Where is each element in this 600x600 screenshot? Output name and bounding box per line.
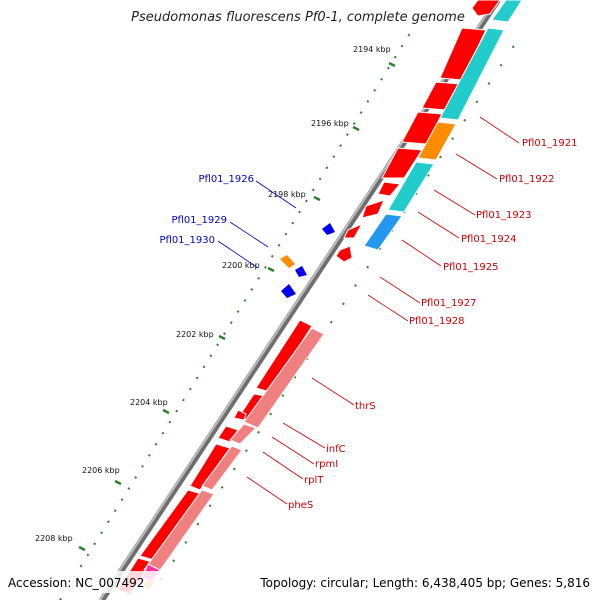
cds-gene[interactable] xyxy=(233,409,247,421)
cog-gene[interactable] xyxy=(387,161,435,213)
tick-label: 2194 kbp xyxy=(353,45,391,54)
rna-gene[interactable] xyxy=(229,423,257,445)
cds-gene[interactable] xyxy=(361,199,385,219)
gene-label[interactable]: Pfl01_1927 xyxy=(421,298,477,309)
gene-label[interactable]: Pfl01_1928 xyxy=(409,316,465,327)
cog-track xyxy=(363,0,523,251)
cds-gene[interactable] xyxy=(377,181,401,197)
inner-gene-labels: Pfl01_1921 Pfl01_1922 Pfl01_1923 Pfl01_1… xyxy=(288,138,578,511)
gene-label[interactable]: rplT xyxy=(304,475,324,486)
cds-gene[interactable] xyxy=(381,147,423,179)
rna-track xyxy=(141,327,325,591)
tick-label: 2202 kbp xyxy=(176,330,214,339)
map-title: Pseudomonas fluorescens Pf0-1, complete … xyxy=(131,10,465,25)
accession-text: Accession: NC_007492 xyxy=(8,576,144,590)
gene-label[interactable]: Pfl01_1926 xyxy=(198,174,254,185)
gene-label[interactable]: pheS xyxy=(288,500,313,511)
outer-genes xyxy=(280,223,335,298)
gene-pfl01-1930[interactable] xyxy=(295,266,307,277)
cog-gene[interactable] xyxy=(439,27,505,121)
outer-gene-labels: Pfl01_1926 Pfl01_1929 Pfl01_1930 xyxy=(159,174,254,246)
gene-label[interactable]: Pfl01_1921 xyxy=(522,138,578,149)
gene-label[interactable]: Pfl01_1923 xyxy=(476,210,532,221)
rna-gene[interactable] xyxy=(243,327,325,429)
gene-label[interactable]: Pfl01_1925 xyxy=(443,262,499,273)
label-leaders-blue xyxy=(217,180,297,269)
cds-gene[interactable] xyxy=(471,0,501,17)
cog-gene[interactable] xyxy=(491,0,523,23)
tick-labels: 2194 kbp 2196 kbp 2198 kbp 2200 kbp 2202… xyxy=(35,45,391,543)
tick-label: 2198 kbp xyxy=(268,190,306,199)
genome-summary-text: Topology: circular; Length: 6,438,405 bp… xyxy=(259,576,590,590)
cds-gene[interactable] xyxy=(189,443,231,491)
tick-label: 2196 kbp xyxy=(311,119,349,128)
cog-gene[interactable] xyxy=(417,121,457,161)
gene-label[interactable]: Pfl01_1929 xyxy=(171,215,227,226)
gene-pfl01-1926[interactable] xyxy=(322,223,335,235)
major-ticks xyxy=(78,61,396,552)
label-leaders-red xyxy=(246,116,520,505)
gene-pfl01-1929[interactable] xyxy=(280,255,295,268)
gene-label[interactable]: rpmI xyxy=(315,459,338,470)
gene-label[interactable]: thrS xyxy=(355,401,376,412)
cog-gene[interactable] xyxy=(363,213,403,251)
gene-label[interactable]: Pfl01_1924 xyxy=(461,234,517,245)
rna-gene[interactable] xyxy=(201,445,243,491)
tick-label: 2206 kbp xyxy=(82,466,120,475)
tick-label: 2200 kbp xyxy=(222,261,260,270)
gene-label[interactable]: Pfl01_1930 xyxy=(159,235,215,246)
cds-gene[interactable] xyxy=(217,425,239,443)
cds-gene[interactable] xyxy=(343,222,364,239)
gene-label[interactable]: Pfl01_1922 xyxy=(499,174,555,185)
gene-label[interactable]: infC xyxy=(326,444,346,455)
tick-label: 2208 kbp xyxy=(35,534,73,543)
tick-label: 2204 kbp xyxy=(130,398,168,407)
footer: Accession: NC_007492 Topology: circular;… xyxy=(0,571,600,593)
cds-gene[interactable] xyxy=(335,245,353,263)
gene-outer-blue[interactable] xyxy=(281,284,296,298)
